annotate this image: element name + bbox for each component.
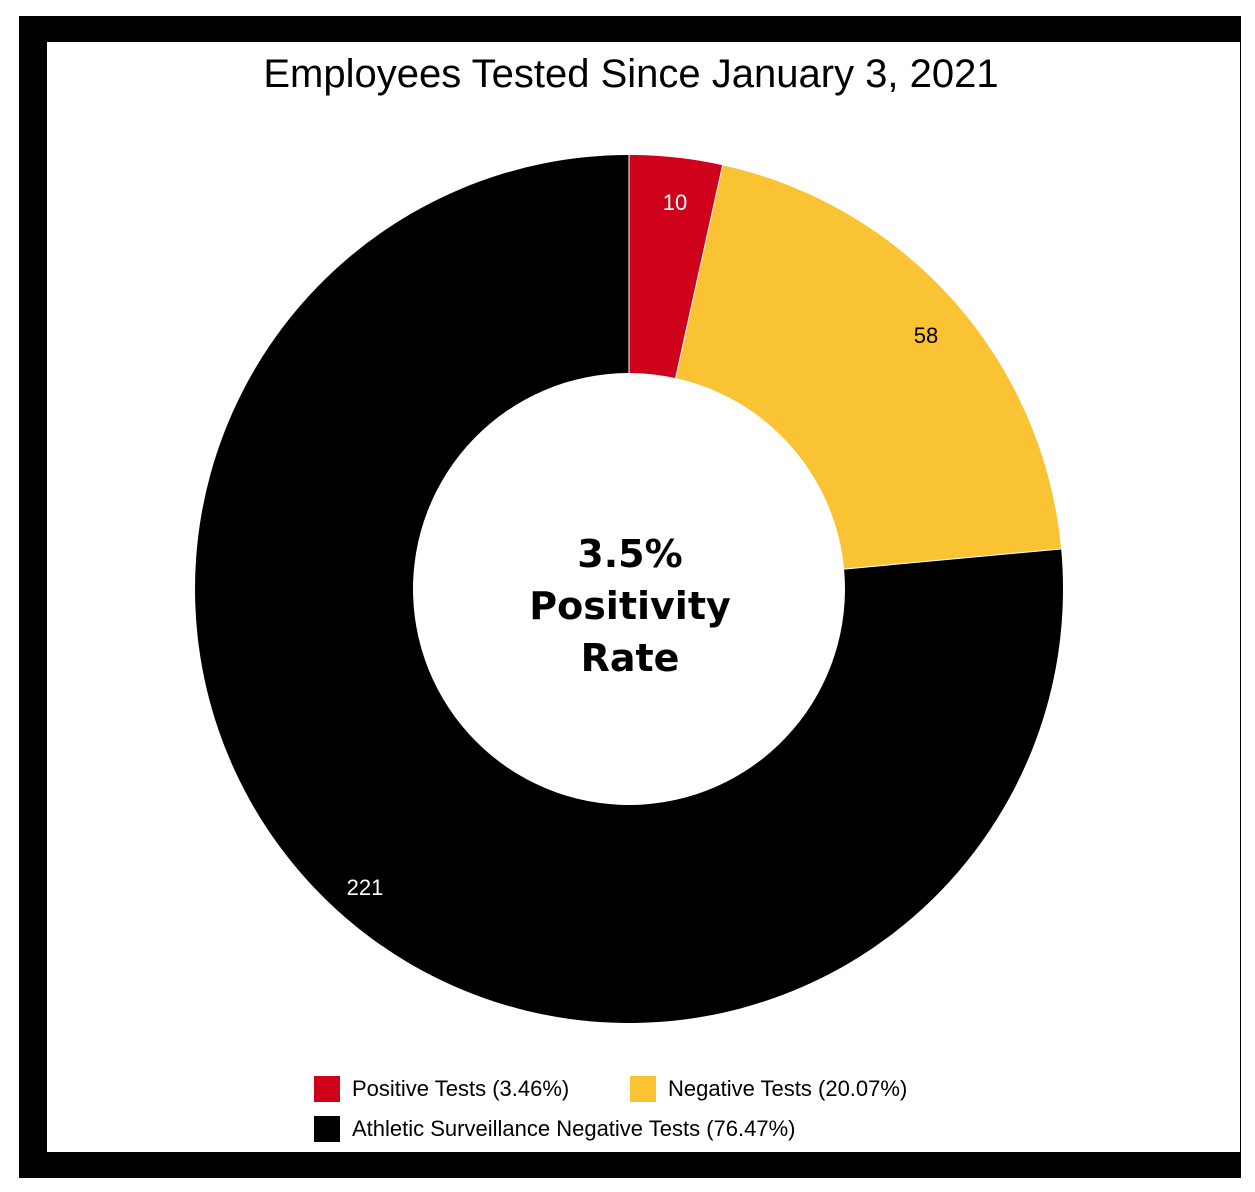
legend-swatch-negative (630, 1076, 656, 1102)
positivity-rate-word-2: Rate (580, 636, 680, 680)
legend-swatch-positive (314, 1076, 340, 1102)
slice-separator (675, 165, 724, 379)
legend-label-positive: Positive Tests (3.46%) (352, 1076, 570, 1101)
legend-item-positive: Positive Tests (3.46%) (314, 1076, 569, 1102)
legend-label-negative: Negative Tests (20.07%) (668, 1076, 908, 1101)
positivity-rate-label: 3.5% Positivity Rate (480, 528, 780, 684)
slice-athletic-surveillance-negative-tests (195, 155, 1064, 1024)
slice-negative-tests (675, 165, 1062, 570)
chart-title: Employees Tested Since January 3, 2021 (263, 52, 999, 96)
legend-swatch-athletic (314, 1116, 340, 1142)
positivity-rate-word-1: Positivity (529, 584, 731, 628)
legend-label-athletic: Athletic Surveillance Negative Tests (76… (352, 1116, 796, 1141)
slice-positive-tests (629, 155, 723, 379)
data-label-positive: 10 (663, 190, 687, 215)
data-label-negative: 58 (914, 323, 938, 348)
positivity-rate-value: 3.5% (577, 532, 683, 576)
legend-item-negative: Negative Tests (20.07%) (630, 1076, 907, 1102)
legend-item-athletic: Athletic Surveillance Negative Tests (76… (314, 1116, 795, 1142)
slice-separator (844, 548, 1062, 570)
data-label-athletic: 221 (347, 875, 384, 900)
